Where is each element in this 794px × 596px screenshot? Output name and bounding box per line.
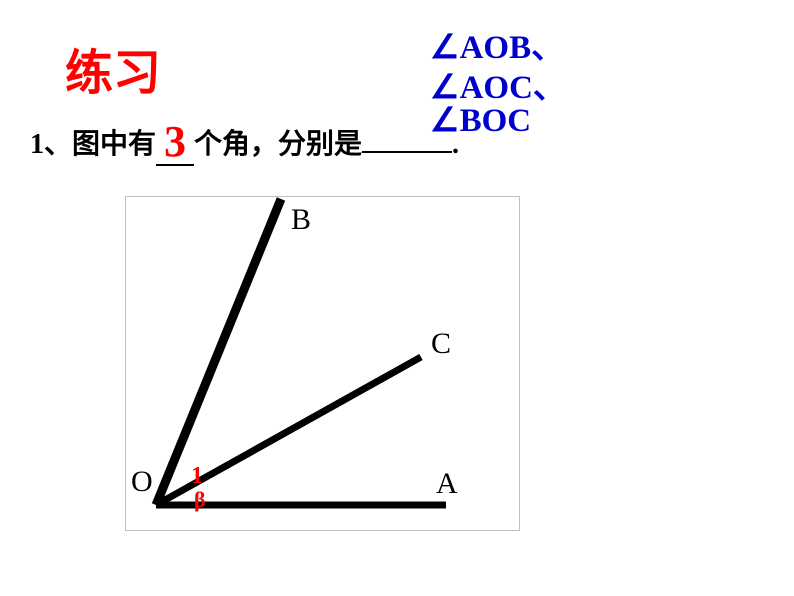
ray-ob	[156, 199, 281, 505]
question-line: 1、图中有 3 个角，分别是.	[30, 113, 459, 166]
label-beta: β	[194, 487, 206, 513]
label-c: C	[431, 327, 451, 361]
label-o: O	[131, 465, 153, 499]
label-a: A	[436, 467, 458, 501]
exercise-title: 练习	[65, 33, 161, 103]
question-suffix: .	[452, 129, 459, 160]
label-one: 1	[191, 463, 203, 490]
angle-count: 3	[164, 117, 186, 166]
label-b: B	[291, 203, 311, 237]
diagram-svg	[126, 197, 521, 532]
question-prefix: 1、图中有	[30, 129, 156, 160]
question-mid: 个角，分别是	[194, 129, 362, 160]
diagram-container: B C A O 1 β	[125, 196, 520, 531]
